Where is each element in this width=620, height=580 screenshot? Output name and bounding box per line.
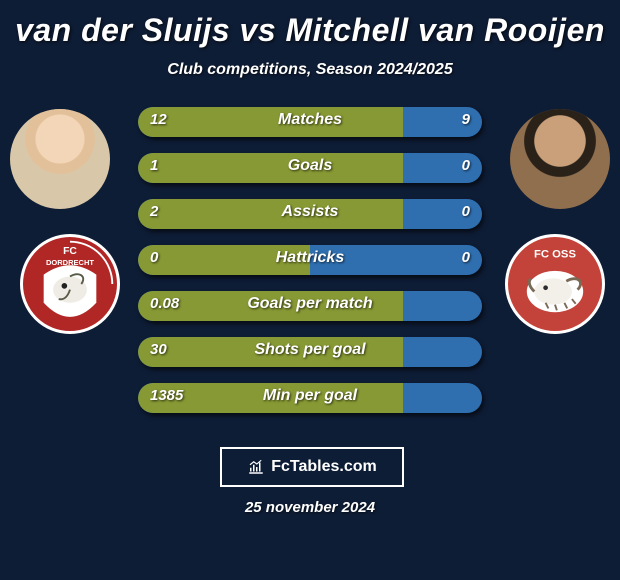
player-right-avatar [510,109,610,209]
season-subtitle: Club competitions, Season 2024/2025 [0,61,620,79]
chart-icon [247,458,265,476]
brand-box[interactable]: FcTables.com [220,447,404,487]
stat-row: Shots per goal30 [138,337,482,367]
stat-bar-track [138,153,482,183]
club-left-logo-icon: FC DORDRECHT [23,237,117,331]
stat-bar-track [138,245,482,275]
club-left-badge: FC DORDRECHT [20,234,120,334]
stat-bars: Matches129Goals10Assists20Hattricks00Goa… [138,107,482,429]
stat-row: Hattricks00 [138,245,482,275]
stat-bar-track [138,199,482,229]
svg-text:FC: FC [63,246,77,257]
page-title: van der Sluijs vs Mitchell van Rooijen [0,12,620,49]
stat-bar-left-fill [138,337,403,367]
brand-text: FcTables.com [271,458,377,476]
stat-value-left: 2 [150,203,158,220]
stat-value-left: 12 [150,111,167,128]
stat-bar-track [138,107,482,137]
stat-value-left: 0 [150,249,158,266]
stat-bar-left-fill [138,199,403,229]
face-icon [10,109,110,209]
svg-text:FC OSS: FC OSS [534,249,576,261]
stat-value-left: 1 [150,157,158,174]
stat-row: Goals10 [138,153,482,183]
stat-bar-track [138,383,482,413]
comparison-panel: FC DORDRECHT FC OSS Matches129Goals10Ass… [0,89,620,529]
stat-bar-track [138,291,482,321]
stat-bar-left-fill [138,153,403,183]
stat-row: Matches129 [138,107,482,137]
stat-bar-track [138,337,482,367]
face-icon [510,109,610,209]
stat-value-right: 9 [462,111,470,128]
stat-bar-left-fill [138,107,403,137]
stat-value-left: 30 [150,341,167,358]
stat-value-right: 0 [462,249,470,266]
stat-row: Goals per match0.08 [138,291,482,321]
club-right-logo-icon: FC OSS [508,237,602,331]
stat-value-right: 0 [462,203,470,220]
snapshot-date: 25 november 2024 [0,499,620,516]
stat-row: Assists20 [138,199,482,229]
stat-row: Min per goal1385 [138,383,482,413]
stat-value-left: 1385 [150,387,183,404]
stat-value-right: 0 [462,157,470,174]
stat-value-left: 0.08 [150,295,179,312]
club-right-badge: FC OSS [505,234,605,334]
player-left-avatar [10,109,110,209]
stat-bar-left-fill [138,245,310,275]
